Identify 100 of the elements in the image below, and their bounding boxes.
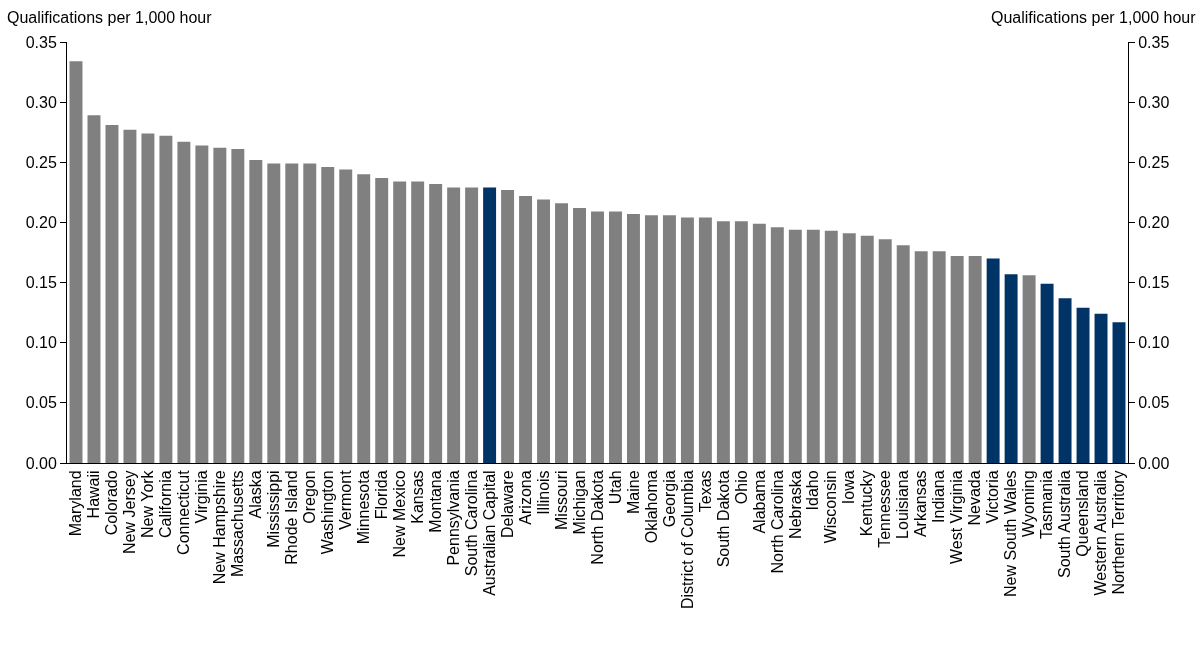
x-tick-label: Maine bbox=[624, 470, 642, 514]
bar bbox=[932, 251, 946, 463]
bar bbox=[788, 229, 802, 463]
x-tick-label: Iowa bbox=[840, 470, 858, 505]
bar bbox=[519, 195, 533, 463]
bar bbox=[896, 245, 910, 463]
x-tick-label: West Virginia bbox=[948, 470, 966, 565]
x-tick-label: Australian Capital bbox=[480, 470, 498, 596]
x-tick-label: Georgia bbox=[660, 470, 678, 528]
y2-tick-label: 0.30 bbox=[1138, 93, 1170, 111]
y-tick-label: 0.05 bbox=[25, 394, 57, 412]
x-tick-label: Texas bbox=[696, 470, 714, 513]
y-tick-label: 0.20 bbox=[25, 214, 57, 232]
x-tick-label: Oregon bbox=[300, 470, 318, 524]
bar bbox=[411, 181, 425, 463]
x-tick-label: North Carolina bbox=[768, 470, 786, 574]
bar bbox=[285, 163, 299, 463]
x-tick-label: Nebraska bbox=[786, 470, 804, 539]
bar bbox=[1076, 307, 1090, 463]
x-tick-label: Florida bbox=[372, 470, 390, 520]
bar bbox=[734, 221, 748, 463]
x-tick-label: New South Wales bbox=[1002, 470, 1020, 597]
bar bbox=[573, 207, 586, 463]
bar bbox=[141, 133, 155, 463]
y2-tick-label: 0.10 bbox=[1138, 334, 1170, 352]
y-tick-label: 0.10 bbox=[25, 334, 57, 352]
bar bbox=[824, 230, 838, 463]
bar bbox=[501, 189, 515, 463]
bar bbox=[914, 251, 928, 463]
bar bbox=[644, 215, 658, 463]
x-tick-label: Hawaii bbox=[85, 470, 103, 519]
x-tick-label: North Dakota bbox=[588, 470, 606, 565]
bar bbox=[303, 163, 317, 463]
x-tick-label: Washington bbox=[318, 470, 336, 555]
bar bbox=[1058, 298, 1072, 463]
bar bbox=[465, 187, 479, 463]
x-tick-label: Arkansas bbox=[912, 470, 930, 538]
x-tick-label: Virginia bbox=[193, 470, 211, 524]
x-tick-label: Missouri bbox=[552, 470, 570, 530]
y-axis-title: Qualifications per 1,000 hour bbox=[7, 9, 213, 26]
x-tick-label: Victoria bbox=[984, 470, 1002, 524]
x-tick-label: Utah bbox=[606, 470, 624, 505]
bar bbox=[1022, 275, 1036, 463]
bar bbox=[662, 215, 676, 463]
bar bbox=[123, 129, 137, 463]
bar bbox=[1094, 313, 1108, 463]
x-tick-label: Kansas bbox=[408, 470, 426, 524]
y2-tick-label: 0.15 bbox=[1138, 274, 1170, 292]
x-tick-label: Tasmania bbox=[1038, 470, 1056, 539]
bar bbox=[69, 61, 83, 463]
x-tick-label: Arizona bbox=[516, 470, 534, 525]
x-tick-label: Rhode Island bbox=[282, 470, 300, 565]
bar bbox=[842, 233, 856, 463]
x-tick-label: South Dakota bbox=[714, 470, 732, 568]
bar bbox=[393, 181, 407, 463]
x-tick-label: Louisiana bbox=[894, 470, 912, 539]
bar bbox=[105, 125, 119, 463]
x-tick-label: Idaho bbox=[804, 470, 822, 511]
x-tick-label: New York bbox=[139, 469, 157, 538]
bar bbox=[375, 177, 389, 463]
bar bbox=[231, 149, 245, 463]
bar bbox=[716, 221, 730, 463]
bar bbox=[87, 115, 101, 463]
bar bbox=[1112, 322, 1126, 463]
x-tick-label: Nevada bbox=[966, 470, 984, 526]
x-tick-label: Western Australia bbox=[1092, 470, 1110, 596]
bar bbox=[878, 239, 892, 463]
bar bbox=[267, 163, 281, 463]
bar bbox=[555, 203, 569, 463]
bar bbox=[429, 183, 443, 463]
y-tick-label: 0.15 bbox=[25, 274, 57, 292]
x-tick-label: Northern Territory bbox=[1110, 470, 1128, 595]
y2-tick-label: 0.00 bbox=[1138, 454, 1170, 472]
bar bbox=[968, 256, 982, 463]
bar bbox=[626, 214, 640, 463]
bar bbox=[447, 187, 461, 463]
x-tick-label: Oklahoma bbox=[642, 470, 660, 544]
bar bbox=[1004, 274, 1018, 463]
bar bbox=[357, 174, 371, 463]
x-tick-label: New Hampshire bbox=[211, 470, 229, 585]
bar bbox=[537, 199, 551, 463]
x-tick-label: District of Columbia bbox=[678, 470, 696, 610]
x-tick-label: Colorado bbox=[103, 470, 121, 536]
y2-tick-label: 0.05 bbox=[1138, 394, 1170, 412]
x-tick-label: Ohio bbox=[732, 470, 750, 505]
y2-tick-label: 0.25 bbox=[1138, 153, 1170, 171]
y-tick-label: 0.30 bbox=[25, 93, 57, 111]
x-tick-label: Minnesota bbox=[354, 470, 372, 545]
y2-tick-label: 0.35 bbox=[1138, 33, 1170, 51]
bar bbox=[321, 167, 335, 463]
x-tick-label: Mississippi bbox=[265, 470, 283, 548]
x-tick-label: Indiana bbox=[930, 470, 948, 523]
bar bbox=[698, 217, 712, 463]
x-tick-label: South Australia bbox=[1056, 470, 1074, 579]
x-tick-label: Vermont bbox=[336, 469, 354, 530]
x-tick-label: South Carolina bbox=[462, 470, 480, 577]
bar bbox=[1040, 283, 1054, 463]
x-tick-label: Wisconsin bbox=[822, 470, 840, 544]
x-tick-label: Pennsylvania bbox=[444, 470, 462, 566]
x-tick-label: New Mexico bbox=[390, 470, 408, 558]
